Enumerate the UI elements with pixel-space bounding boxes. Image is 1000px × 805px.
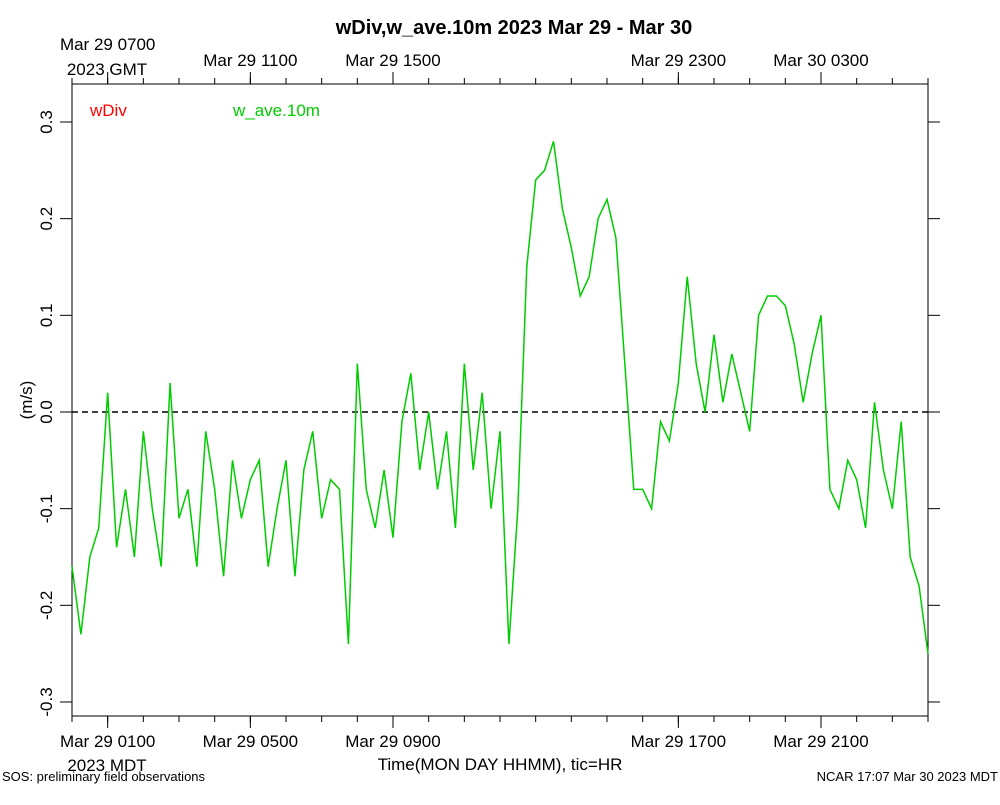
y-axis-label: (m/s) — [17, 381, 36, 420]
footer-left: SOS: preliminary field observations — [2, 769, 206, 784]
x-tick-label: Mar 29 2100 — [773, 732, 868, 751]
x2-tick-label: Mar 29 1500 — [345, 51, 440, 70]
x-year-label: 2023 MDT — [67, 756, 146, 775]
x2-tick-label: Mar 30 0300 — [773, 51, 868, 70]
y-tick-label: 0.2 — [37, 207, 56, 231]
y-tick-label: 0.0 — [37, 400, 56, 424]
chart-title: wDiv,w_ave.10m 2023 Mar 29 - Mar 30 — [335, 17, 693, 39]
x-axis-label: Time(MON DAY HHMM), tic=HR — [378, 755, 623, 774]
x-tick-label: Mar 29 0900 — [345, 732, 440, 751]
y-tick-label: -0.2 — [37, 591, 56, 620]
x2-tick-label: Mar 29 0700 — [60, 35, 155, 54]
legend-entry: w_ave.10m — [232, 101, 320, 120]
y-tick-label: -0.1 — [37, 494, 56, 523]
x-tick-label: Mar 29 1700 — [631, 732, 726, 751]
x-tick-label: Mar 29 0100 — [60, 732, 155, 751]
x2-tick-label: Mar 29 1100 — [203, 51, 297, 70]
y-tick-label: -0.3 — [37, 687, 56, 716]
y-tick-label: 0.3 — [37, 110, 56, 134]
y-tick-label: 0.1 — [37, 304, 56, 328]
x2-year-label: 2023 GMT — [67, 60, 147, 79]
legend-entry: wDiv — [89, 101, 127, 120]
footer-right: NCAR 17:07 Mar 30 2023 MDT — [817, 769, 998, 784]
data-line — [71, 141, 929, 654]
x-tick-label: Mar 29 0500 — [203, 732, 298, 751]
x2-tick-label: Mar 29 2300 — [631, 51, 726, 70]
